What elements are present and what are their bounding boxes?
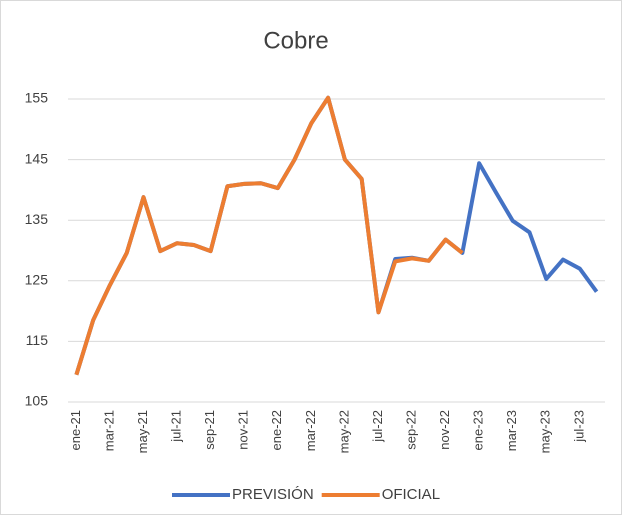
- x-tick-label: jul-21: [169, 410, 184, 443]
- x-tick-label: nov-22: [437, 410, 452, 450]
- y-tick-label: 105: [25, 393, 49, 409]
- legend-label: OFICIAL: [382, 486, 440, 503]
- x-tick-label: nov-21: [236, 410, 251, 450]
- x-tick-label: mar-21: [101, 410, 116, 451]
- x-tick-label: ene-21: [68, 410, 83, 450]
- x-tick-label: may-21: [135, 410, 150, 453]
- x-tick-label: may-22: [336, 410, 351, 453]
- x-tick-label: may-23: [538, 410, 553, 453]
- y-tick-label: 125: [25, 272, 49, 288]
- legend-label: PREVISIÓN: [232, 486, 314, 503]
- x-tick-label: ene-22: [269, 410, 284, 450]
- chart-title: Cobre: [263, 27, 328, 54]
- y-tick-label: 135: [25, 211, 49, 227]
- x-tick-label: ene-23: [471, 410, 486, 450]
- x-tick-label: mar-23: [504, 410, 519, 451]
- y-tick-label: 115: [26, 332, 49, 348]
- x-tick-label: jul-23: [571, 410, 586, 443]
- x-tick-label: mar-22: [303, 410, 318, 451]
- y-tick-label: 145: [25, 150, 49, 166]
- x-tick-label: jul-22: [370, 410, 385, 443]
- line-series: [74, 95, 464, 376]
- x-tick-label: sep-21: [202, 410, 217, 450]
- y-tick-label: 155: [25, 90, 49, 106]
- x-tick-label: sep-22: [403, 410, 418, 450]
